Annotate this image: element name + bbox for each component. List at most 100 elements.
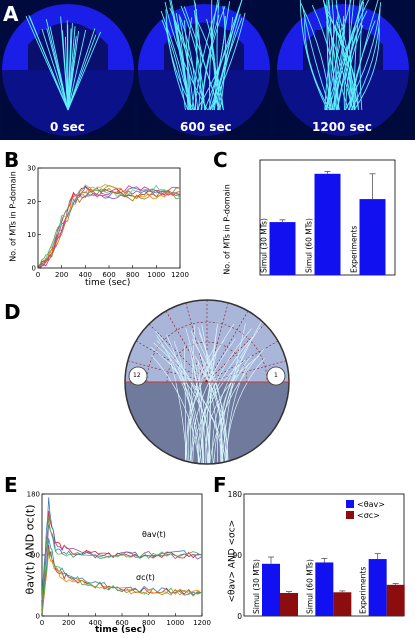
microtubule <box>344 2 382 111</box>
microtubule <box>188 343 204 464</box>
panel-a-images <box>2 0 409 136</box>
microtubule <box>201 5 226 111</box>
microtubule <box>168 354 188 464</box>
panel-label-e: E <box>4 473 18 497</box>
panel-f-bar-0-2 <box>368 559 387 616</box>
panel-f-ytick-label: 90 <box>232 551 242 560</box>
microtubule <box>326 0 352 111</box>
microtubule <box>326 21 354 111</box>
panel-c-category-label-0: Simul (30 MTs) <box>260 218 269 273</box>
panel-e-xtick-label: 600 <box>115 619 128 627</box>
panel-e-ytick-label: 180 <box>27 491 40 499</box>
microtubule <box>176 26 199 111</box>
microtubule <box>41 28 69 111</box>
microtubule <box>217 13 241 111</box>
microtubule <box>188 335 254 464</box>
panel-f-category-label-0: Simul (30 MTs) <box>252 559 261 614</box>
panel-c-bar-1 <box>314 173 341 275</box>
microtubule <box>194 355 228 464</box>
microtubule <box>210 20 224 111</box>
panel-e-xlabel: time (sec) <box>95 625 147 635</box>
microtubule <box>67 35 77 111</box>
panel-f-bar-1-1 <box>333 592 352 616</box>
panel-b-ytick-label: 30 <box>27 165 36 173</box>
panel-b-chart: 0 200 400 600 800 1000 1200 0 10 20 30 <box>27 165 189 280</box>
panel-f-legend-label-0: <θav> <box>357 500 385 509</box>
panel-f-bar-1-2 <box>386 584 405 616</box>
microtubule <box>349 0 363 111</box>
panel-e-chart: 0 200 400 600 800 1000 1200 0 90 180 <box>27 491 211 628</box>
panel-f-bar-0-0 <box>262 563 280 616</box>
microtubule <box>156 340 224 464</box>
panel-f-category-label-1: Simul (60 MTs) <box>305 559 314 614</box>
microtubule <box>216 0 221 111</box>
microtubule <box>335 0 355 111</box>
panel-label-f: F <box>213 473 227 497</box>
panel-f-category-label-2: Experiments <box>359 567 368 614</box>
panel-e-xtick-label: 400 <box>89 619 102 627</box>
microtubule <box>173 340 203 464</box>
panel-b-xtick-label: 800 <box>126 271 139 279</box>
microtubule <box>190 330 218 464</box>
annotation-sigma-c: σc(t) <box>136 573 155 582</box>
microtubule <box>206 321 219 464</box>
panel-e-series-5 <box>41 538 203 610</box>
panel-e-series-0 <box>41 510 203 604</box>
time-label-600-sec: 600 sec <box>180 120 232 134</box>
panel-b-xtick-label: 0 <box>36 271 40 279</box>
panel-c-bar-2 <box>359 199 386 275</box>
microtubule <box>213 369 240 464</box>
sector-arc <box>146 321 268 383</box>
microtubule <box>353 25 380 111</box>
microtubule <box>185 327 211 464</box>
panel-c-chart: Simul (30 MTs) Simul (60 MTs) Experiments <box>260 159 396 276</box>
panel-label-c: C <box>213 148 228 172</box>
microtubule <box>28 15 69 111</box>
microtubule <box>198 332 226 464</box>
microtubule <box>304 14 331 111</box>
microtubule <box>198 328 252 464</box>
panel-a: A 0 sec 600 sec 1200 sec <box>0 0 415 140</box>
panel-c-bar-0 <box>269 222 296 275</box>
panel-e-xtick-label: 200 <box>62 619 75 627</box>
panel-b-xtick-label: 400 <box>79 271 92 279</box>
panel-b-xtick-label: 200 <box>55 271 68 279</box>
microtubule <box>150 346 211 464</box>
panel-f-ytick-label: 0 <box>237 612 242 621</box>
microtubule <box>187 17 193 111</box>
panel-b-ytick-label: 10 <box>27 231 36 239</box>
microtubule <box>302 7 332 111</box>
microtubule <box>180 5 206 111</box>
panel-f-chart: 0 90 180 Simul (30 MTs) Simul (60 MTs) Experi… <box>228 490 405 621</box>
sector-line <box>206 340 279 383</box>
panel-f-legend-label-1: <σc> <box>357 511 380 520</box>
microtubule <box>67 34 97 111</box>
time-label-0-sec: 0 sec <box>50 120 85 134</box>
annotation-theta-av: θav(t) <box>142 530 166 539</box>
microtubule <box>220 320 263 464</box>
panel-b-ytick-label: 20 <box>27 198 36 206</box>
microtubule <box>194 2 220 111</box>
panel-e-xtick-label: 0 <box>40 619 44 627</box>
microtubule <box>326 0 334 111</box>
panel-e-series-6 <box>41 551 203 613</box>
microtubule <box>196 19 224 111</box>
microtubule <box>299 0 328 111</box>
microtubule <box>46 28 69 111</box>
panel-label-b: B <box>4 148 20 172</box>
microtubule <box>208 348 265 464</box>
circle-label-1: 1 <box>274 372 278 379</box>
panel-e-xtick-label: 800 <box>142 619 155 627</box>
panel-b-series-4 <box>38 184 181 269</box>
microtubule <box>153 342 227 464</box>
panel-e-ytick-label: 90 <box>31 552 40 560</box>
microtubule <box>166 334 194 464</box>
panel-b-xlabel: time (sec) <box>85 278 131 288</box>
microtubule <box>353 0 361 111</box>
panel-f-ytick-label: 180 <box>228 490 243 499</box>
panel-b-series-6 <box>37 184 181 269</box>
microtubule <box>212 326 261 464</box>
panel-b-ytick-label: 0 <box>32 265 36 273</box>
microtubule <box>204 15 226 111</box>
sector-line <box>127 360 208 383</box>
